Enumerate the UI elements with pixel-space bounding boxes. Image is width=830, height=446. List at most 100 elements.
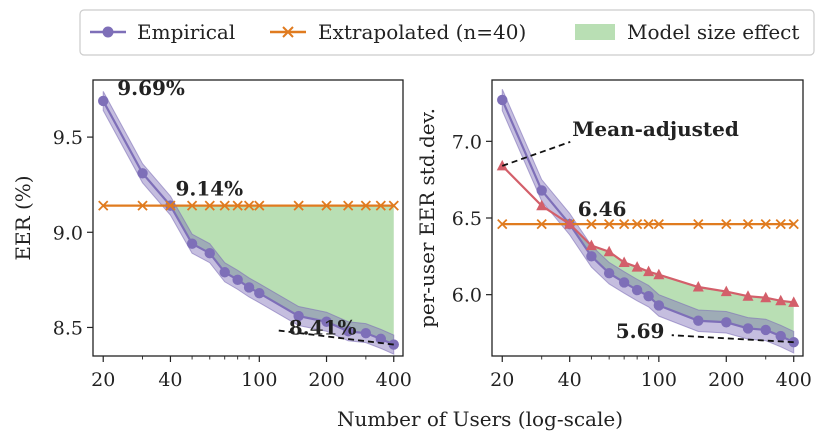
right-series-group — [496, 89, 800, 354]
right-extrapolated-n-40-point — [788, 218, 799, 230]
legend-model-size-patch — [575, 24, 615, 40]
legend-model-size-label: Model size effect — [627, 20, 799, 44]
right-mean-adjusted-point — [643, 265, 655, 277]
right-ytick-label: 6.5 — [452, 208, 482, 230]
legend-entry-model-size-effect: Model size effect — [575, 20, 799, 44]
left-extrapolated-n-40-point — [321, 200, 332, 211]
left-axes-frame — [92, 79, 404, 357]
left-empirical-point — [293, 310, 304, 322]
left-empirical-point — [321, 316, 332, 327]
left-empirical-point — [219, 267, 230, 278]
right-mean-adjusted-point — [653, 268, 665, 280]
legend-extrapolated-label: Extrapolated (n=40) — [318, 20, 526, 44]
left-extrapolated-n-40-point — [186, 200, 198, 211]
right-extrapolated-n-40-point — [742, 218, 754, 230]
right-empirical-point — [653, 300, 665, 311]
left-plot-area: 9.69%9.14%8.41% — [98, 76, 399, 355]
left-extrapolated-n-40-point — [375, 200, 386, 211]
left-empirical-point — [98, 95, 109, 107]
right-ytick-label: 6.0 — [452, 285, 482, 307]
left-empirical-point — [186, 238, 198, 249]
left-annotation-label: 9.14% — [175, 177, 243, 201]
shared-xlabel: Number of Users (log-scale) — [337, 407, 623, 431]
left-empirical-point — [232, 274, 243, 286]
left-extrapolated-n-40-point — [98, 200, 109, 211]
left-ylabel: EER (%) — [11, 175, 35, 260]
legend-entry-empirical: Empirical — [90, 20, 235, 44]
left-annotation-label: 8.41% — [289, 316, 357, 340]
right-annotation-label: 6.46 — [578, 197, 627, 221]
legend-frame — [79, 9, 815, 56]
right-mean-adjusted-point — [603, 245, 615, 257]
right-annotation-leader — [501, 141, 571, 167]
left-empirical-point — [254, 287, 265, 299]
right-mean-adjusted-point — [618, 256, 630, 267]
right-xtick-label: 40 — [558, 369, 582, 391]
right-extrapolated-n-40-point — [721, 218, 732, 230]
left-ticks: 20 40 100 200 400 8.5 9.0 9.5 — [53, 127, 412, 391]
left-extrapolated-n-40-point — [343, 200, 354, 211]
right-ytick-label: 7.0 — [452, 131, 482, 153]
right-extrapolated-n-40-point — [643, 218, 654, 230]
left-ytick-label: 9.0 — [53, 222, 83, 244]
legend-empirical-label: Empirical — [137, 20, 235, 44]
right-xtick-label: 400 — [776, 369, 812, 391]
right-extrapolated-n-40-point — [693, 218, 704, 230]
left-extrapolated-n-40-point — [165, 200, 176, 211]
right-empirical-point — [618, 277, 630, 288]
left-ytick-label: 8.5 — [53, 317, 83, 339]
left-extrapolated-n-40-point — [388, 200, 399, 211]
right-ylabel: per-user EER std.dev. — [415, 108, 439, 328]
right-mean-adjusted-point — [631, 261, 643, 272]
right-xtick-label: 200 — [708, 369, 744, 391]
left-empirical-point — [137, 168, 148, 179]
right-model-size-effect-area — [569, 224, 794, 343]
right-extrapolated-n-40-point — [775, 218, 786, 230]
right-empirical-point — [497, 94, 508, 106]
panel-right: Mean-adjusted 6.46 5.69 20 40 100 200 400 6.0 6.… — [415, 79, 812, 391]
right-xtick-label: 100 — [641, 369, 677, 391]
right-empirical-point — [603, 268, 615, 279]
right-mean-adjusted-point — [720, 285, 732, 297]
left-extrapolated-n-40-point — [254, 200, 265, 211]
left-empirical-point — [243, 282, 255, 293]
right-empirical-point — [760, 324, 771, 336]
right-empirical-point — [631, 284, 643, 296]
right-ticks: 20 40 100 200 400 6.0 6.5 7.0 — [452, 131, 812, 391]
left-empirical-point — [342, 326, 354, 337]
right-mean-adjusted-point — [775, 294, 787, 306]
left-xtick-label: 200 — [308, 369, 344, 391]
left-xtick-label: 400 — [376, 369, 412, 391]
left-ytick-label: 9.5 — [53, 127, 83, 149]
right-extrapolated-n-40-point — [653, 218, 664, 230]
left-extrapolated-n-40-point — [219, 200, 230, 211]
right-mean-adjusted-point — [760, 291, 772, 303]
right-extrapolated-n-40-point — [536, 218, 547, 230]
left-extrapolated-n-40-point — [293, 200, 304, 211]
left-xtick-label: 20 — [91, 369, 115, 391]
left-empirical-point — [204, 248, 215, 259]
left-extrapolated-n-40-point — [137, 200, 148, 211]
right-empirical-point — [643, 291, 654, 302]
right-empirical-point — [721, 317, 732, 328]
legend-entry-extrapolated: Extrapolated (n=40) — [270, 20, 526, 44]
right-extrapolated-n-40-point — [497, 218, 508, 230]
right-xtick-label: 20 — [490, 369, 514, 391]
right-mean-adjusted-point — [742, 290, 754, 301]
legend: Empirical Extrapolated (n=40) Model size… — [79, 9, 815, 56]
right-empirical-point — [775, 330, 786, 342]
left-extrapolated-n-40-point — [204, 200, 215, 211]
right-extrapolated-n-40-point — [760, 218, 771, 230]
left-xtick-label: 100 — [241, 369, 277, 391]
right-extrapolated-n-40-point — [586, 218, 597, 230]
left-empirical-point — [375, 333, 387, 345]
right-extrapolated-n-40-point — [604, 218, 615, 230]
right-mean-adjusted-point — [788, 296, 800, 307]
legend-empirical-marker — [102, 26, 114, 38]
left-extrapolated-n-40-point — [232, 200, 243, 211]
left-xtick-label: 40 — [158, 369, 182, 391]
right-mean-adjusted-point — [585, 239, 597, 251]
left-empirical-band — [102, 91, 395, 355]
